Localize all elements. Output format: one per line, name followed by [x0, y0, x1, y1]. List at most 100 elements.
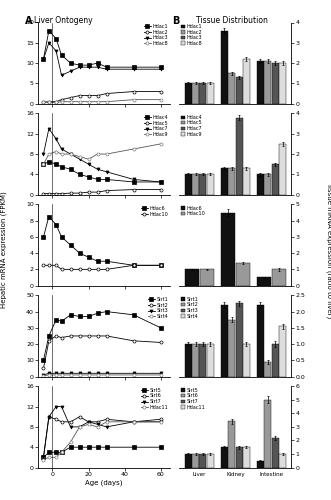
Hdac3: [77, 64, 81, 70]
Bar: [185, 174, 192, 195]
Line: Hdac10: Hdac10: [42, 264, 162, 271]
Sirt5: [159, 444, 163, 450]
Hdac5: [105, 188, 109, 194]
Bar: [279, 144, 286, 194]
Sirt6: [159, 416, 163, 422]
Sirt6: [69, 419, 72, 425]
Bar: [200, 454, 207, 468]
Bar: [236, 304, 243, 376]
Hdac4: [54, 161, 58, 167]
Bar: [236, 78, 243, 104]
Hdac9: [77, 154, 81, 160]
Sirt2: [47, 338, 51, 344]
Line: Hdac3: Hdac3: [42, 42, 162, 77]
Hdac11: [41, 457, 45, 463]
Legend: Sirt1, Sirt2, Sirt3, Sirt4: Sirt1, Sirt2, Sirt3, Sirt4: [147, 296, 169, 320]
Sirt5: [69, 444, 72, 450]
Line: Hdac4: Hdac4: [42, 160, 162, 184]
Hdac9: [105, 151, 109, 157]
Line: Hdac2: Hdac2: [42, 90, 162, 104]
Hdac5: [132, 186, 136, 192]
Sirt7: [54, 404, 58, 409]
Hdac11: [159, 419, 163, 425]
Hdac9: [54, 148, 58, 154]
Text: B: B: [172, 16, 179, 26]
Hdac6: [96, 258, 100, 264]
Sirt3: [47, 370, 51, 376]
Sirt3: [77, 370, 81, 376]
Hdac9: [60, 151, 64, 157]
Hdac3: [60, 72, 64, 78]
Hdac1: [41, 56, 45, 62]
Sirt7: [159, 419, 163, 425]
Line: Hdac11: Hdac11: [42, 420, 162, 462]
Hdac6: [87, 254, 91, 260]
Hdac6: [54, 222, 58, 228]
Hdac9: [41, 161, 45, 167]
Hdac1: [60, 52, 64, 58]
Hdac11: [105, 419, 109, 425]
Hdac3: [96, 64, 100, 70]
Hdac1: [69, 60, 72, 66]
Sirt5: [77, 444, 81, 450]
Hdac1: [105, 64, 109, 70]
Bar: [207, 84, 214, 103]
Sirt1: [159, 325, 163, 331]
Hdac2: [87, 92, 91, 98]
Hdac9: [96, 151, 100, 157]
Bar: [221, 168, 228, 194]
Sirt6: [47, 414, 51, 420]
Hdac2: [77, 92, 81, 98]
Sirt3: [96, 370, 100, 376]
Bar: [279, 63, 286, 104]
Line: Sirt3: Sirt3: [42, 372, 162, 376]
Bar: [200, 84, 207, 103]
Hdac4: [69, 166, 72, 172]
Bar: [257, 460, 264, 468]
Text: Liver Ontogeny: Liver Ontogeny: [33, 16, 92, 25]
Sirt6: [77, 414, 81, 420]
Bar: [264, 174, 271, 195]
Sirt5: [132, 444, 136, 450]
Hdac5: [60, 190, 64, 196]
Hdac5: [96, 189, 100, 195]
Sirt6: [54, 416, 58, 422]
Sirt1: [41, 358, 45, 364]
Hdac10: [105, 266, 109, 272]
Legend: Sirt1, Sirt2, Sirt3, Sirt4: Sirt1, Sirt2, Sirt3, Sirt4: [180, 296, 199, 319]
Hdac9: [47, 151, 51, 157]
Hdac5: [77, 190, 81, 196]
Hdac4: [87, 174, 91, 180]
Bar: [243, 344, 250, 376]
Sirt6: [41, 454, 45, 460]
Hdac4: [105, 176, 109, 182]
Hdac1: [96, 60, 100, 66]
Line: Sirt6: Sirt6: [42, 415, 162, 459]
Hdac2: [60, 96, 64, 102]
Sirt2: [54, 333, 58, 339]
Hdac11: [54, 454, 58, 460]
X-axis label: Age (days): Age (days): [85, 480, 122, 486]
Text: Tissue Distribution: Tissue Distribution: [196, 16, 268, 25]
Bar: [192, 84, 199, 103]
Hdac9: [87, 156, 91, 162]
Bar: [221, 305, 228, 376]
Sirt4: [87, 372, 91, 378]
Hdac6: [105, 258, 109, 264]
Hdac7: [96, 166, 100, 172]
Hdac7: [69, 151, 72, 157]
Sirt2: [159, 340, 163, 345]
Hdac6: [132, 262, 136, 268]
Hdac8: [96, 98, 100, 104]
Bar: [228, 168, 235, 194]
Hdac10: [132, 262, 136, 268]
Bar: [272, 164, 279, 194]
Hdac8: [159, 96, 163, 102]
Sirt3: [87, 370, 91, 376]
Legend: Hdac4, Hdac5, Hdac7, Hdac9: Hdac4, Hdac5, Hdac7, Hdac9: [143, 114, 169, 138]
Hdac10: [41, 262, 45, 268]
Sirt7: [105, 424, 109, 430]
Sirt7: [96, 422, 100, 428]
Sirt3: [159, 370, 163, 376]
Hdac7: [105, 169, 109, 175]
